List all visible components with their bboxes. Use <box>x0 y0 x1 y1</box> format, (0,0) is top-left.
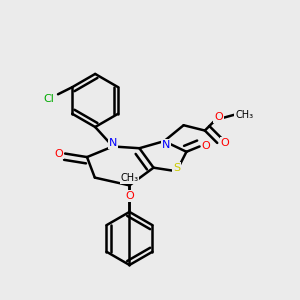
Text: O: O <box>214 112 223 122</box>
Text: O: O <box>125 191 134 201</box>
Text: CH₃: CH₃ <box>120 173 139 183</box>
Text: N: N <box>162 140 170 150</box>
Text: CH₃: CH₃ <box>235 110 253 120</box>
Text: S: S <box>173 163 180 173</box>
Text: O: O <box>54 148 63 158</box>
Text: Cl: Cl <box>44 94 55 103</box>
Text: O: O <box>202 142 210 152</box>
Text: N: N <box>109 138 117 148</box>
Text: O: O <box>220 138 230 148</box>
